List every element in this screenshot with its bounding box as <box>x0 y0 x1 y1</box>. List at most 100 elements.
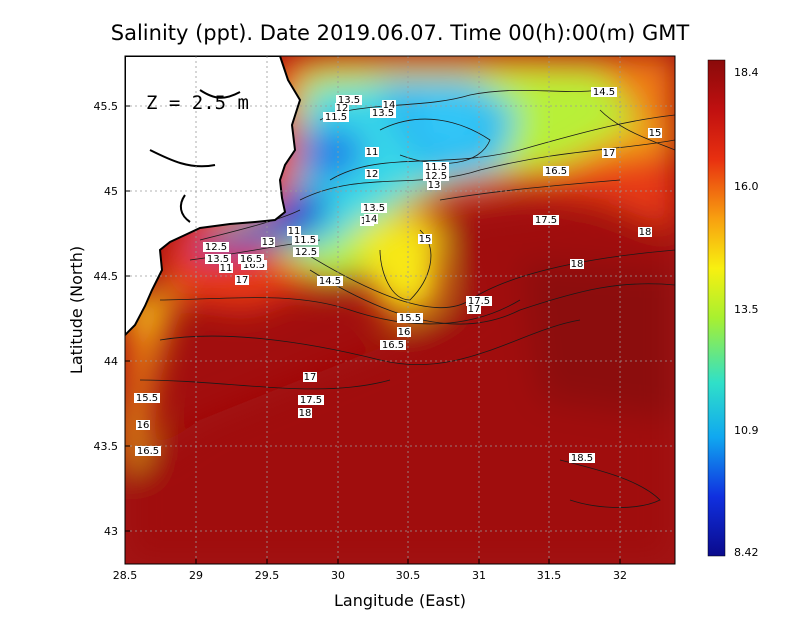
contour-label: 18.5 <box>571 453 593 464</box>
contour-label-bg <box>238 254 264 264</box>
y-tick-label: 43 <box>104 525 118 538</box>
grid-lines <box>125 56 675 564</box>
contour-labels: 13.51211.51413.51414.515111211.512.51317… <box>134 87 662 464</box>
contour-label: 14 <box>365 214 378 225</box>
contour-label: 11 <box>220 263 233 274</box>
contour-label: 18 <box>571 259 584 270</box>
contour-label-bg <box>298 408 312 418</box>
contour-label-bg <box>136 420 150 430</box>
contour-label: 17 <box>236 275 249 286</box>
contour-label: 13.5 <box>207 254 229 265</box>
contour-label-bg <box>361 203 387 213</box>
contour-label: 15 <box>419 234 432 245</box>
contour-label: 14 <box>383 100 396 111</box>
contour-label: 17.5 <box>535 215 557 226</box>
contour-label-bg <box>382 100 396 110</box>
contour-label-bg <box>298 395 324 405</box>
contour-label-bg <box>241 260 267 270</box>
colorbar-tick-label: 16.0 <box>734 180 759 193</box>
contour-label-bg <box>292 235 318 245</box>
depth-label: Z = 2.5 m <box>146 92 249 114</box>
contour-label: 17.5 <box>468 296 490 307</box>
contour-label-bg <box>365 147 379 157</box>
contour-label-bg <box>591 87 617 97</box>
contour-label-bg <box>203 242 229 252</box>
contour-label: 17 <box>468 304 481 315</box>
contour-label-bg <box>219 263 233 273</box>
colorbar-tick-label: 8.42 <box>734 546 759 559</box>
contour-label: 12 <box>366 169 379 180</box>
x-tick-label: 29 <box>189 569 203 582</box>
contour-label-bg <box>648 128 662 138</box>
y-tick-label: 44 <box>104 355 118 368</box>
x-axis-ticks: 28.5 29 29.5 30 30.5 31 31.5 32 <box>113 559 627 582</box>
y-tick-label: 45.5 <box>94 100 119 113</box>
contour-label-bg <box>336 95 362 105</box>
contour-label-bg <box>317 276 343 286</box>
colorbar-tick-label: 13.5 <box>734 303 759 316</box>
x-tick-label: 31.5 <box>537 569 562 582</box>
x-axis-label: Langitude (East) <box>334 591 466 610</box>
y-axis-ticks: 45.5 45 44.5 44 43.5 43 <box>94 100 130 538</box>
contour-label-bg <box>467 304 481 314</box>
contour-label: 16.5 <box>545 166 567 177</box>
contour-label-bg <box>427 180 441 190</box>
contour-label: 11 <box>288 226 301 237</box>
contour-label-bg <box>261 237 275 247</box>
x-tick-label: 31 <box>472 569 486 582</box>
contour-label: 11.5 <box>425 162 447 173</box>
y-tick-label: 45 <box>104 185 118 198</box>
contour-label: 15.5 <box>136 393 158 404</box>
contour-label: 11.5 <box>325 112 347 123</box>
contour-label-bg <box>602 148 616 158</box>
colorbar-tick-label: 18.4 <box>734 66 759 79</box>
contour-label-bg <box>205 254 231 264</box>
contour-label: 17 <box>304 372 317 383</box>
contour-label-bg <box>466 296 492 306</box>
contour-label: 11.5 <box>294 235 316 246</box>
contour-label: 13 <box>262 237 275 248</box>
contour-label-bg <box>423 162 449 172</box>
contour-label-bg <box>570 259 584 269</box>
map-title: Salinity (ppt). Date 2019.06.07. Time 00… <box>111 21 690 45</box>
y-tick-label: 44.5 <box>94 270 119 283</box>
contour-label-bg <box>543 166 569 176</box>
x-tick-label: 30 <box>331 569 345 582</box>
contour-label: 16 <box>137 420 150 431</box>
contour-label-bg <box>323 112 349 122</box>
colorbar-tick-label: 10.9 <box>734 424 759 437</box>
y-tick-label: 43.5 <box>94 440 119 453</box>
contour-label-bg <box>235 275 249 285</box>
contour-label: 16.5 <box>137 446 159 457</box>
contour-label: 13.5 <box>338 95 360 106</box>
contour-label-bg <box>397 327 411 337</box>
contour-label-bg <box>370 108 396 118</box>
contour-label-bg <box>569 453 595 463</box>
contour-label-bg <box>397 313 423 323</box>
y-axis-label: Latitude (North) <box>67 246 86 374</box>
colorbar-ticks: 18.4 16.0 13.5 10.9 8.42 <box>734 66 759 559</box>
x-tick-label: 28.5 <box>113 569 138 582</box>
contour-label: 15.5 <box>399 313 421 324</box>
contour-label-bg <box>293 247 319 257</box>
contour-label: 16.5 <box>382 340 404 351</box>
contour-label: 11 <box>366 147 379 158</box>
colorbar <box>707 59 726 557</box>
contour-label-bg <box>365 169 379 179</box>
contour-label-bg <box>134 393 160 403</box>
contour-label-bg <box>638 227 652 237</box>
contour-label-bg <box>135 446 161 456</box>
land-mass <box>125 56 302 337</box>
x-tick-label: 30.5 <box>396 569 421 582</box>
contour-label-bg <box>380 340 406 350</box>
contour-label: 15 <box>649 128 662 139</box>
contour-label: 16.5 <box>243 260 265 271</box>
contour-label: 17.5 <box>300 395 322 406</box>
contour-label-bg <box>423 171 449 181</box>
x-tick-label: 29.5 <box>255 569 280 582</box>
contour-label: 12.5 <box>205 242 227 253</box>
contour-label-bg <box>335 103 349 113</box>
contour-label: 13.5 <box>363 203 385 214</box>
contour-label-bg <box>418 234 432 244</box>
